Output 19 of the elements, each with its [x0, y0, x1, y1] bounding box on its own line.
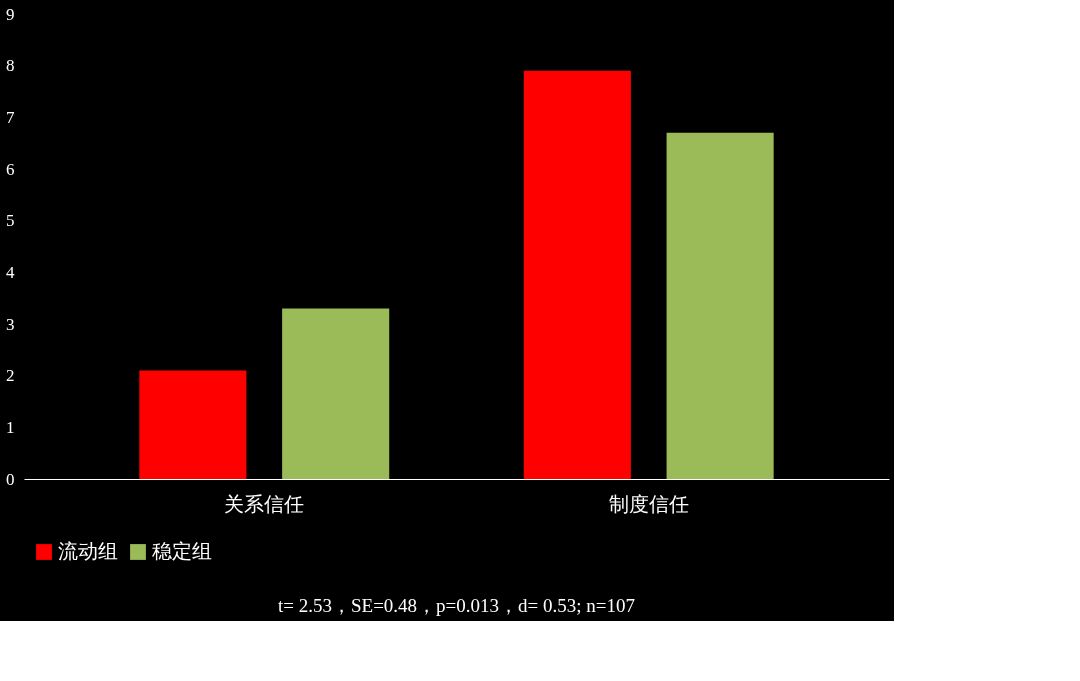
x-tick-label: 制度信任 [608, 491, 689, 516]
y-tick-label: 9 [6, 4, 15, 24]
y-tick-label: 2 [6, 366, 15, 386]
bar [282, 308, 390, 479]
legend-label: 流动组 [58, 539, 118, 563]
bar [666, 132, 774, 479]
bar [139, 370, 247, 479]
bar [523, 70, 631, 479]
x-tick-label: 关系信任 [224, 491, 305, 516]
y-tick-label: 0 [6, 469, 15, 489]
y-tick-label: 3 [6, 314, 15, 334]
y-tick-label: 5 [6, 211, 15, 231]
y-tick-label: 8 [6, 56, 15, 76]
y-tick-label: 6 [6, 159, 15, 179]
y-tick-label: 4 [6, 262, 15, 282]
text: t= 2.53，SE=0.48，p=0.013，d= 0.53; n=107 [277, 595, 636, 616]
legend-label: 稳定组 [152, 539, 212, 563]
y-tick-label: 7 [6, 107, 15, 127]
y-tick-label: 1 [6, 417, 15, 437]
